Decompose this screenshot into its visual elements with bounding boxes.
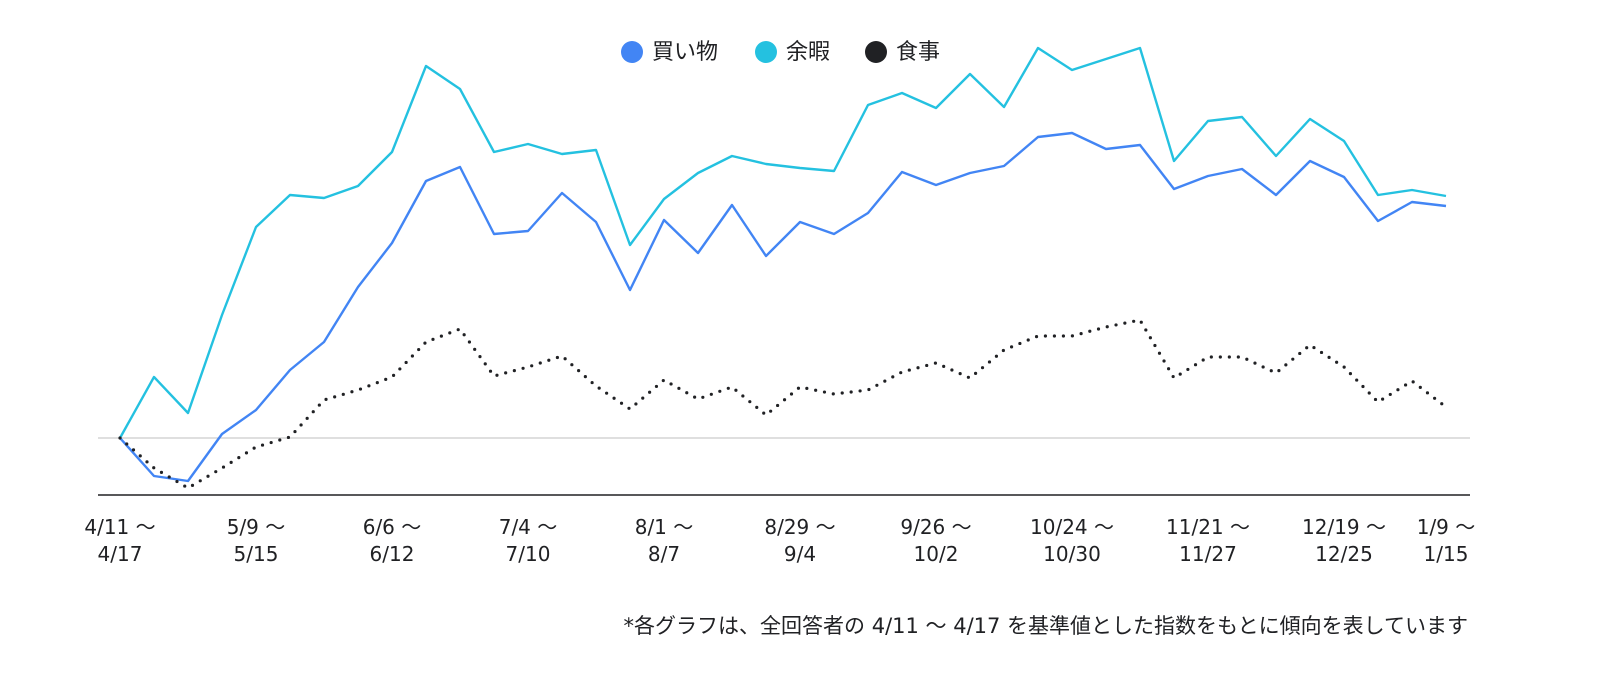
- footnote: *各グラフは、全回答者の 4/11 〜 4/17 を基準値とした指数をもとに傾向…: [624, 614, 1468, 638]
- series-line: [118, 46, 1447, 439]
- x-tick-label: 8/1 〜 8/7: [634, 515, 694, 566]
- x-tick-label: 10/24 〜 10/30: [1030, 515, 1114, 566]
- x-tick-label: 4/11 〜 4/17: [84, 515, 156, 566]
- x-tick-label: 11/21 〜 11/27: [1166, 515, 1250, 566]
- legend-swatch: [865, 41, 887, 63]
- legend-label: 余暇: [786, 40, 830, 65]
- legend-label: 食事: [896, 40, 940, 65]
- x-tick-label: 6/6 〜 6/12: [362, 515, 422, 566]
- legend-swatch: [755, 41, 777, 63]
- x-tick-label: 8/29 〜 9/4: [764, 515, 836, 566]
- x-tick-label: 5/9 〜 5/15: [226, 515, 286, 566]
- x-tick-label: 1/9 〜 1/15: [1416, 515, 1476, 566]
- series-line: [119, 131, 1447, 483]
- x-tick-label: 9/26 〜 10/2: [900, 515, 972, 566]
- legend-label: 買い物: [652, 40, 718, 65]
- x-tick-label: 12/19 〜 12/25: [1302, 515, 1386, 566]
- x-tick-label: 7/4 〜 7/10: [498, 515, 558, 566]
- legend-swatch: [621, 41, 643, 63]
